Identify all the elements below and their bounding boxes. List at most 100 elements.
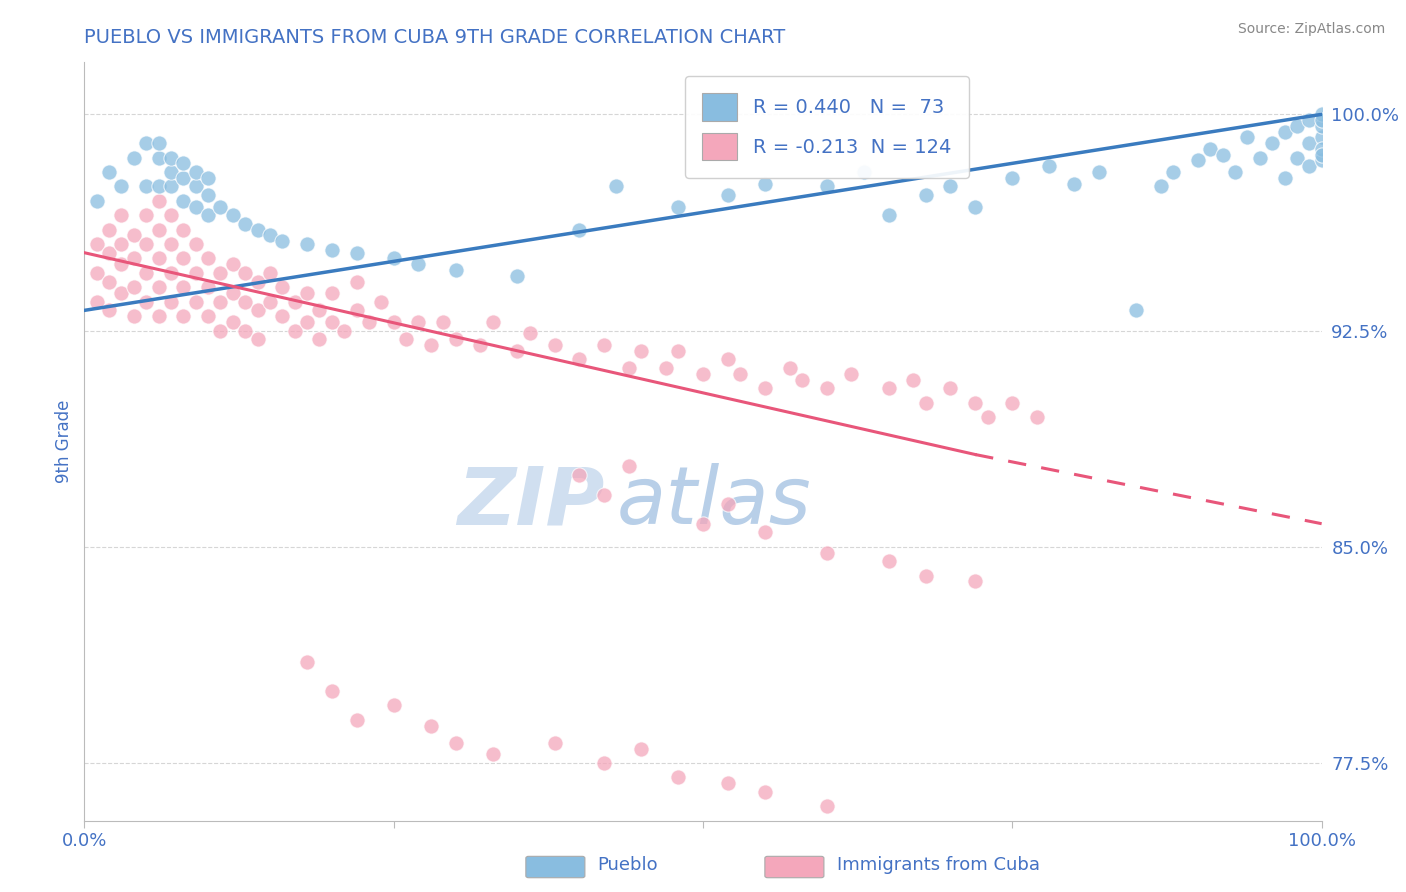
Point — [877, 554, 900, 568]
Point — [110, 286, 132, 301]
Point — [1161, 165, 1184, 179]
Point — [184, 237, 207, 252]
Point — [1001, 170, 1024, 185]
Point — [98, 165, 121, 179]
Point — [1285, 119, 1308, 133]
Point — [135, 237, 157, 252]
Point — [1274, 125, 1296, 139]
Point — [1298, 113, 1320, 128]
Point — [295, 655, 318, 669]
Point — [122, 151, 145, 165]
Point — [222, 208, 245, 222]
Point — [841, 367, 863, 381]
Point — [135, 266, 157, 280]
Point — [939, 381, 962, 395]
Point — [86, 266, 108, 280]
Point — [346, 245, 368, 260]
Point — [717, 352, 740, 367]
Point — [630, 741, 652, 756]
Point — [160, 208, 183, 222]
Point — [209, 294, 232, 309]
Point — [110, 179, 132, 194]
Point — [148, 309, 170, 323]
Point — [321, 286, 343, 301]
Point — [172, 156, 194, 170]
Point — [470, 338, 492, 352]
Point — [172, 252, 194, 266]
Point — [184, 294, 207, 309]
Point — [122, 252, 145, 266]
Point — [914, 188, 936, 202]
Point — [160, 266, 183, 280]
Point — [1236, 130, 1258, 145]
Point — [903, 373, 925, 387]
Point — [1223, 165, 1246, 179]
Point — [382, 315, 405, 329]
Point — [1298, 136, 1320, 150]
Point — [246, 275, 269, 289]
Point — [233, 217, 256, 231]
Point — [754, 785, 776, 799]
Point — [1187, 153, 1209, 168]
Point — [184, 266, 207, 280]
Point — [135, 136, 157, 150]
Point — [519, 326, 541, 341]
Point — [481, 315, 503, 329]
Point — [184, 179, 207, 194]
Point — [357, 315, 380, 329]
Point — [148, 252, 170, 266]
Point — [666, 771, 689, 785]
Text: PUEBLO VS IMMIGRANTS FROM CUBA 9TH GRADE CORRELATION CHART: PUEBLO VS IMMIGRANTS FROM CUBA 9TH GRADE… — [84, 28, 786, 47]
Point — [1001, 395, 1024, 409]
Point — [717, 496, 740, 510]
Point — [172, 280, 194, 294]
Point — [617, 361, 640, 376]
Point — [346, 303, 368, 318]
Point — [1310, 113, 1333, 128]
Point — [605, 179, 627, 194]
Point — [246, 332, 269, 346]
Point — [568, 352, 591, 367]
Point — [1063, 177, 1085, 191]
Point — [295, 286, 318, 301]
Point — [184, 165, 207, 179]
Point — [877, 381, 900, 395]
Point — [965, 574, 987, 589]
Point — [1125, 303, 1147, 318]
Point — [321, 243, 343, 257]
Point — [172, 309, 194, 323]
Point — [148, 179, 170, 194]
Point — [98, 222, 121, 236]
Point — [209, 266, 232, 280]
Point — [444, 263, 467, 277]
Point — [246, 222, 269, 236]
Point — [815, 179, 838, 194]
Point — [593, 488, 616, 502]
Point — [209, 200, 232, 214]
Point — [666, 343, 689, 358]
Point — [148, 151, 170, 165]
Point — [197, 252, 219, 266]
Point — [197, 188, 219, 202]
Text: atlas: atlas — [616, 463, 811, 541]
Point — [1150, 179, 1173, 194]
Point — [86, 194, 108, 208]
Point — [246, 303, 269, 318]
Point — [976, 410, 998, 425]
Point — [1310, 147, 1333, 161]
Point — [692, 516, 714, 531]
Point — [1274, 170, 1296, 185]
Point — [754, 177, 776, 191]
Point — [172, 194, 194, 208]
Point — [1310, 107, 1333, 121]
Point — [160, 294, 183, 309]
Point — [197, 208, 219, 222]
Point — [965, 200, 987, 214]
Point — [382, 252, 405, 266]
Point — [98, 245, 121, 260]
Point — [1026, 410, 1049, 425]
Point — [692, 367, 714, 381]
Point — [233, 324, 256, 338]
Point — [148, 136, 170, 150]
Point — [222, 257, 245, 271]
